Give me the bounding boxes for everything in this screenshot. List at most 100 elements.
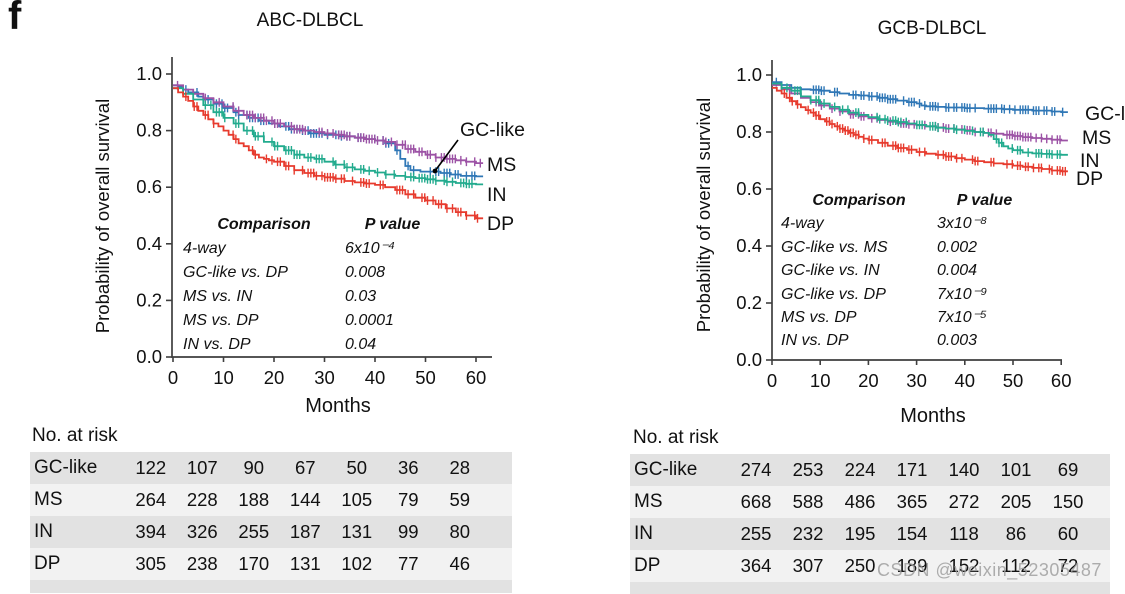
risk-count: 36 (397, 457, 419, 478)
risk-row-label: MS (634, 491, 663, 512)
risk-count: 364 (740, 555, 772, 576)
risk-table-bottom-strip (630, 582, 1110, 594)
comparison-name: MS vs. DP (183, 311, 259, 329)
x-tick-label: 40 (365, 367, 386, 388)
chart-title-gcb-dlbcl: GCB-DLBCL (877, 18, 987, 39)
risk-count: 307 (792, 555, 824, 576)
risk-table-right: GC-like 274 253 224 171 140 101 69 MS 668 588 486 36… (630, 454, 1110, 594)
x-tick-label: 30 (906, 370, 927, 391)
risk-row-dp: DP 305 238 170 131 102 77 46 (30, 548, 512, 580)
x-tick-label: 30 (314, 367, 335, 388)
legend-label-dp: DP (487, 213, 515, 235)
km-curve-dp (173, 87, 484, 220)
comparison-row: GC-like vs. IN 0.004 (781, 259, 1032, 282)
risk-table-left: GC-like 122 107 90 67 50 36 28 MS 264 228 188 144 105… (30, 452, 512, 593)
comparison-name: GC-like vs. DP (183, 263, 288, 281)
risk-count: 365 (896, 491, 928, 512)
risk-count: 189 (896, 555, 928, 576)
comparison-pvalue: 0.003 (937, 332, 978, 350)
comparison-name: GC-like vs. DP (781, 285, 886, 303)
panel-letter: f (8, 0, 22, 38)
x-tick-label: 20 (858, 370, 879, 391)
comparison-pvalue: 0.03 (345, 287, 377, 305)
risk-row-in: IN 255 232 195 154 118 86 60 (630, 518, 1110, 550)
comparison-row: GC-like vs. DP 0.008 (183, 261, 440, 285)
pvalue-header: P value (956, 192, 1013, 209)
risk-count: 272 (948, 491, 980, 512)
risk-count: 144 (289, 489, 321, 510)
comparison-pvalue: 0.002 (937, 238, 978, 256)
y-axis-label-left: Probability of overall survival (92, 98, 113, 334)
risk-count: 394 (135, 521, 167, 542)
risk-count: 86 (1005, 523, 1027, 544)
risk-count: 101 (1000, 459, 1032, 480)
risk-table-title-left: No. at risk (32, 425, 118, 446)
risk-count: 264 (135, 489, 167, 510)
legend-label-in: IN (1080, 150, 1100, 172)
risk-count: 59 (449, 489, 471, 510)
watermark-text: CSDN @weixin_52305487 (877, 560, 1102, 580)
risk-row-in: IN 394 326 255 187 131 99 80 (30, 516, 512, 548)
y-tick-label: 0.0 (736, 349, 762, 370)
x-axis-label-left: Months (305, 395, 371, 417)
y-tick-label: 0.8 (736, 121, 762, 142)
risk-row-label: DP (34, 553, 61, 574)
risk-row-label: GC-like (34, 457, 98, 478)
comparison-pvalue: 7x10⁻⁹ (937, 285, 988, 303)
comparison-pvalue: 6x10⁻⁴ (345, 239, 396, 257)
comparison-name: IN vs. DP (781, 332, 849, 350)
y-tick-label: 1.0 (136, 63, 162, 84)
comparison-row: MS vs. IN 0.03 (183, 285, 440, 309)
risk-count: 107 (186, 457, 218, 478)
comparison-name: MS vs. DP (781, 309, 857, 327)
risk-count: 60 (1057, 523, 1079, 544)
comparison-pvalue: 0.0001 (345, 311, 394, 329)
risk-count: 28 (449, 457, 471, 478)
comparison-row: IN vs. DP 0.04 (183, 333, 440, 357)
legend-label-gc-like: GC-like (460, 119, 526, 141)
risk-count: 80 (449, 521, 471, 542)
pvalue-header: P value (364, 216, 421, 233)
risk-count: 274 (740, 459, 772, 480)
risk-count: 188 (238, 489, 270, 510)
risk-count: 238 (186, 553, 218, 574)
risk-table-bottom-strip (30, 580, 512, 593)
y-tick-label: 0.2 (136, 289, 162, 310)
comparison-header-row: Comparison P value (781, 189, 1032, 212)
risk-count: 77 (397, 553, 419, 574)
comparison-row: MS vs. DP 0.0001 (183, 309, 440, 333)
comparison-name: GC-like vs. IN (781, 262, 880, 280)
y-axis-label-right: Probability of overall survival (693, 97, 714, 333)
y-tick-label: 0.4 (136, 233, 162, 254)
risk-count: 90 (243, 457, 265, 478)
gc-like-pointer-dot (432, 168, 438, 174)
comparison-row: GC-like vs. MS 0.002 (781, 236, 1032, 259)
risk-count: 224 (844, 459, 876, 480)
risk-count: 588 (792, 491, 824, 512)
comparison-name: GC-like vs. MS (781, 238, 888, 256)
comparison-row: 4-way 3x10⁻⁸ (781, 212, 1032, 235)
comparison-row: MS vs. DP 7x10⁻⁵ (781, 306, 1032, 329)
risk-count: 305 (135, 553, 167, 574)
comparison-header-row: Comparison P value (183, 213, 440, 237)
comparison-table-right: Comparison P value 4-way 3x10⁻⁸ GC-like vs. … (781, 189, 1032, 353)
x-tick-label: 60 (1051, 370, 1072, 391)
risk-row-gc-like: GC-like 122 107 90 67 50 36 28 (30, 452, 512, 484)
risk-count: 150 (1052, 491, 1084, 512)
chart-title-abc-dlbcl: ABC-DLBCL (256, 10, 364, 31)
risk-count: 232 (792, 523, 824, 544)
risk-count: 79 (397, 489, 419, 510)
x-tick-label: 50 (415, 367, 436, 388)
comparison-name: IN vs. DP (183, 335, 251, 353)
risk-row-ms: MS 668 588 486 365 272 205 150 (630, 486, 1110, 518)
comparison-name: MS vs. IN (183, 287, 253, 305)
risk-count: 102 (341, 553, 373, 574)
risk-count: 118 (949, 523, 979, 544)
risk-count: 255 (740, 523, 772, 544)
comparison-header: Comparison (217, 216, 311, 233)
x-tick-label: 20 (264, 367, 285, 388)
comparison-pvalue: 3x10⁻⁸ (937, 215, 988, 233)
risk-row-label: MS (34, 489, 63, 510)
comparison-row: IN vs. DP 0.003 (781, 329, 1032, 352)
